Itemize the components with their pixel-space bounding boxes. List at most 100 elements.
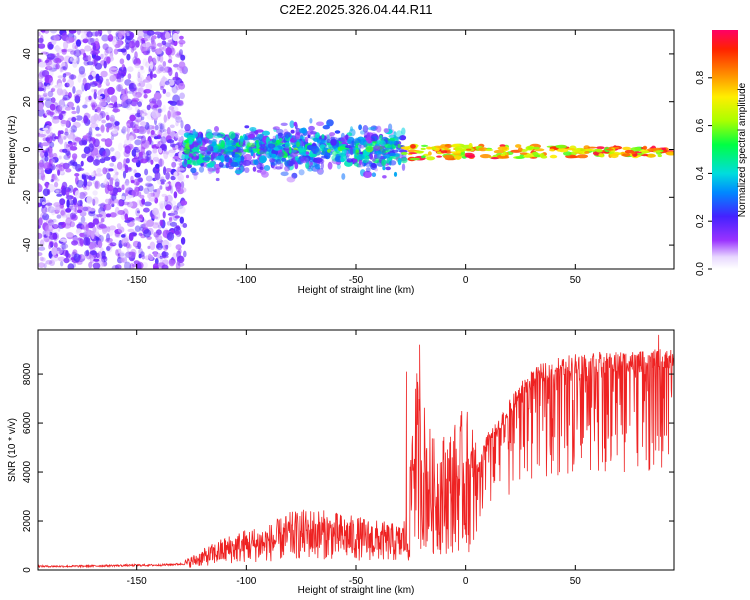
heatmap-cell xyxy=(118,142,123,152)
heatmap-cell xyxy=(316,121,324,127)
heatmap-cell xyxy=(99,225,108,229)
snr-y-tick-label: 6000 xyxy=(22,412,33,435)
spectrogram-y-tick-label: 20 xyxy=(22,96,33,108)
heatmap-cell xyxy=(166,231,175,241)
heatmap-cell xyxy=(200,163,204,167)
heatmap-cell xyxy=(121,184,125,191)
heatmap-cell xyxy=(106,226,110,230)
heatmap-cell xyxy=(112,38,116,46)
heatmap-cell xyxy=(116,161,123,170)
heatmap-cell xyxy=(345,154,349,161)
heatmap-cell xyxy=(400,157,408,164)
heatmap-cell xyxy=(144,168,149,176)
heatmap-cell xyxy=(148,254,154,261)
heatmap-cell xyxy=(71,110,77,115)
heatmap-cell xyxy=(150,130,155,135)
heatmap-cell xyxy=(49,30,58,34)
heatmap-cell xyxy=(127,228,135,233)
heatmap-cell xyxy=(113,86,119,95)
heatmap-cell xyxy=(48,43,54,50)
heatmap-cell xyxy=(123,182,130,191)
heatmap-cell xyxy=(376,141,384,145)
heatmap-cell xyxy=(145,183,154,187)
heatmap-cell xyxy=(484,148,494,152)
heatmap-cell xyxy=(38,252,43,257)
heatmap-cell xyxy=(532,146,540,150)
heatmap-cell xyxy=(105,122,113,129)
heatmap-cell xyxy=(85,184,91,191)
heatmap-cell xyxy=(118,32,122,39)
heatmap-cell xyxy=(444,147,449,151)
heatmap-cell xyxy=(109,225,116,231)
heatmap-cell xyxy=(234,169,243,174)
heatmap-cell xyxy=(298,169,305,176)
spectrogram-y-label: Frequency (Hz) xyxy=(7,116,18,185)
heatmap-cell xyxy=(420,155,426,159)
heatmap-cell xyxy=(384,153,391,159)
heatmap-cell xyxy=(118,30,125,38)
heatmap-cell xyxy=(155,143,161,147)
heatmap-cell xyxy=(179,179,186,183)
heatmap-cell xyxy=(133,169,137,174)
heatmap-cell xyxy=(322,125,330,130)
heatmap-cell xyxy=(167,110,171,119)
heatmap-cell xyxy=(210,153,214,162)
heatmap-cell xyxy=(65,119,70,128)
heatmap-cell xyxy=(229,139,234,144)
heatmap-cell xyxy=(400,151,408,155)
heatmap-cell xyxy=(373,151,383,155)
heatmap-cell xyxy=(165,172,170,180)
heatmap-cell xyxy=(340,154,347,162)
heatmap-cell xyxy=(97,114,102,122)
heatmap-cell xyxy=(91,171,95,178)
heatmap-cell xyxy=(45,148,50,152)
heatmap-cell xyxy=(284,142,290,149)
heatmap-cell xyxy=(124,261,131,269)
heatmap-cell xyxy=(230,161,239,167)
heatmap-cell xyxy=(162,129,167,132)
heatmap-cell xyxy=(159,185,163,190)
heatmap-cell xyxy=(62,162,70,170)
heatmap-cell xyxy=(96,167,102,174)
heatmap-cell xyxy=(92,198,96,206)
spectrogram-y-tick-label: -40 xyxy=(22,237,33,252)
heatmap-cell xyxy=(122,100,131,109)
heatmap-cell xyxy=(365,145,374,153)
heatmap-cell xyxy=(126,98,132,106)
heatmap-cell xyxy=(38,225,42,229)
heatmap-cell xyxy=(51,209,56,216)
heatmap-cell xyxy=(76,209,83,214)
heatmap-cell xyxy=(80,254,87,259)
heatmap-cell xyxy=(242,160,252,166)
heatmap-cell xyxy=(125,30,129,34)
heatmap-cell xyxy=(109,117,114,122)
heatmap-cell xyxy=(148,197,156,202)
heatmap-cell xyxy=(188,153,193,158)
heatmap-cell xyxy=(190,167,197,174)
heatmap-cell xyxy=(109,162,115,167)
heatmap-cell xyxy=(61,187,67,196)
heatmap-cell xyxy=(74,45,78,50)
heatmap-cell xyxy=(176,257,181,266)
heatmap-cell xyxy=(145,61,150,68)
heatmap-cell xyxy=(68,161,75,166)
heatmap-cell xyxy=(309,118,313,124)
heatmap-cell xyxy=(334,130,341,134)
heatmap-cell xyxy=(184,154,189,160)
heatmap-cell xyxy=(64,107,71,111)
heatmap-cell xyxy=(127,66,134,73)
heatmap-cell xyxy=(94,55,102,61)
heatmap-cell xyxy=(80,160,84,167)
heatmap-cell xyxy=(85,150,93,157)
heatmap-cell xyxy=(153,156,160,163)
heatmap-cell xyxy=(146,150,152,156)
heatmap-cell xyxy=(319,144,326,148)
heatmap-cell xyxy=(126,133,130,141)
heatmap-cell xyxy=(141,113,145,117)
heatmap-cell xyxy=(284,165,290,172)
heatmap-cell xyxy=(76,179,84,188)
heatmap-cell xyxy=(183,158,188,165)
heatmap-cell xyxy=(515,144,522,148)
heatmap-cell xyxy=(38,87,45,92)
heatmap-cell xyxy=(180,120,184,129)
